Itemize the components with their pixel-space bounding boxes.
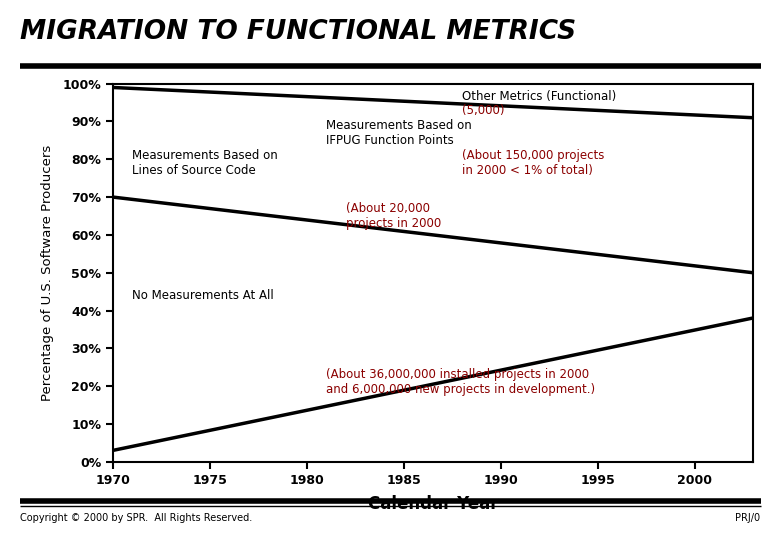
X-axis label: Calendar Year: Calendar Year <box>367 495 498 513</box>
Text: PRJ/0: PRJ/0 <box>736 513 760 523</box>
Text: Copyright © 2000 by SPR.  All Rights Reserved.: Copyright © 2000 by SPR. All Rights Rese… <box>20 513 252 523</box>
Text: Measurements Based on
IFPUG Function Points: Measurements Based on IFPUG Function Poi… <box>326 119 472 147</box>
Y-axis label: Percentage of U.S. Software Producers: Percentage of U.S. Software Producers <box>41 145 55 401</box>
Text: Other Metrics (Functional): Other Metrics (Functional) <box>462 90 616 104</box>
Text: (About 150,000 projects
in 2000 < 1% of total): (About 150,000 projects in 2000 < 1% of … <box>462 149 604 177</box>
Text: No Measurements At All: No Measurements At All <box>133 289 275 302</box>
Text: Measurements Based on
Lines of Source Code: Measurements Based on Lines of Source Co… <box>133 149 278 177</box>
Text: (About 36,000,000 installed projects in 2000
and 6,000,000 new projects in devel: (About 36,000,000 installed projects in … <box>326 368 595 396</box>
Text: (About 20,000
projects in 2000: (About 20,000 projects in 2000 <box>346 202 441 230</box>
Text: (5,000): (5,000) <box>462 104 505 117</box>
Text: MIGRATION TO FUNCTIONAL METRICS: MIGRATION TO FUNCTIONAL METRICS <box>20 19 576 45</box>
